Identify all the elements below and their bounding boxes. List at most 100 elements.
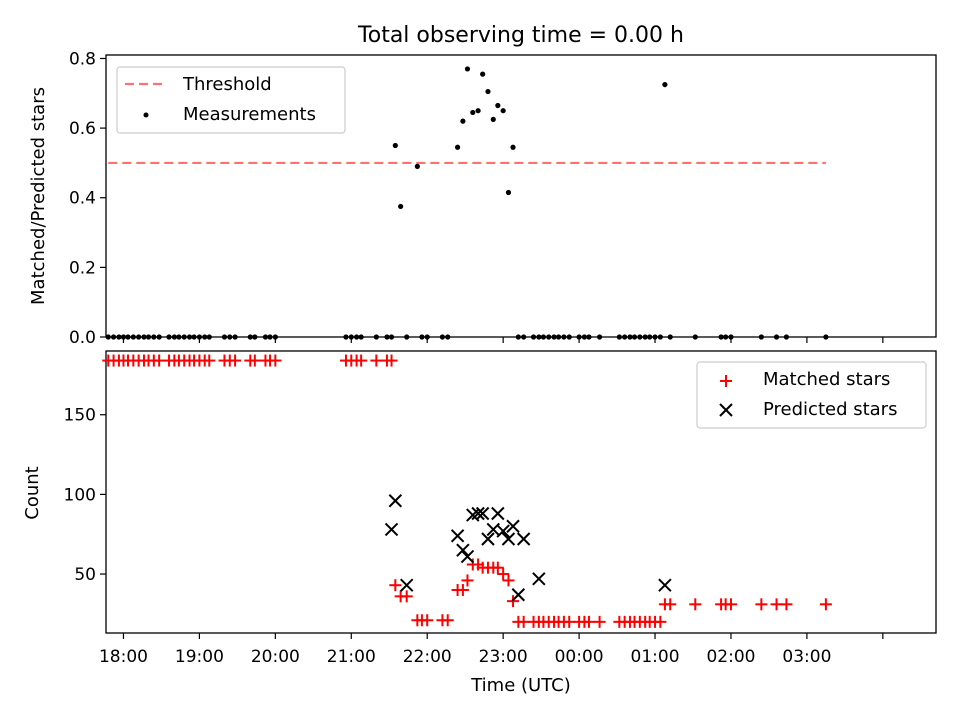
measurement-point — [662, 81, 668, 88]
x-tick-label: 22:00 — [403, 647, 452, 667]
measurement-point — [120, 334, 127, 340]
matched-point — [819, 598, 832, 611]
measurement-point — [206, 334, 212, 340]
measurement-point — [348, 334, 354, 340]
measurement-point — [110, 334, 117, 340]
panel-count: Count 50 100 150 18:00 19:00 20:00 21:00 22:00… — [22, 350, 937, 696]
measurement-point — [358, 334, 364, 340]
x-tick-label: 01:00 — [631, 647, 680, 667]
legend-predicted-label: Predicted stars — [763, 399, 897, 420]
matched-point — [203, 354, 216, 367]
matched-point — [400, 590, 413, 603]
measurement-point — [454, 144, 461, 150]
measurement-point — [136, 334, 142, 340]
panel-count-xticks: 18:00 19:00 20:00 21:00 22:00 23:00 00:00 01:00… — [99, 633, 884, 667]
matched-point — [248, 354, 261, 367]
predicted-point — [658, 578, 672, 592]
matched-point — [502, 574, 515, 587]
measurement-point — [247, 334, 253, 340]
measurement-point — [252, 334, 258, 340]
measurement-point — [388, 334, 395, 340]
measurement-point — [171, 334, 177, 340]
measurement-point — [227, 334, 233, 340]
measurement-point — [156, 334, 162, 340]
y-tick-label: 0.0 — [69, 328, 96, 348]
measurement-point — [566, 334, 572, 340]
legend-threshold-label: Threshold — [182, 74, 272, 95]
legend-measurement-swatch — [143, 112, 149, 118]
measurement-point — [652, 334, 658, 340]
y-tick-label: 50 — [74, 565, 96, 585]
x-tick-label: 23:00 — [479, 647, 528, 667]
panel-ratio-ylabel: Matched/Predicted stars — [28, 87, 49, 305]
measurement-point — [272, 334, 278, 340]
predicted-point — [456, 543, 470, 557]
y-tick-label: 100 — [64, 485, 96, 505]
measurement-point — [773, 334, 780, 340]
measurement-point — [181, 334, 187, 340]
matched-point — [689, 598, 702, 611]
measurement-point — [576, 334, 582, 340]
measurement-point — [384, 334, 390, 340]
measurement-point — [521, 334, 527, 340]
y-tick-label: 0.2 — [69, 258, 96, 278]
measurement-point — [392, 142, 398, 149]
y-tick-label: 150 — [64, 406, 96, 426]
measurement-point — [404, 334, 410, 340]
legend-box — [116, 66, 346, 134]
predicted-point — [475, 506, 490, 521]
y-tick-label: 0.8 — [69, 49, 96, 69]
measurement-point — [723, 334, 729, 340]
measurement-point — [116, 334, 122, 340]
panel-count-yticks: 50 100 150 — [64, 406, 106, 585]
measurement-point — [657, 334, 663, 340]
matched-point — [654, 615, 667, 628]
measurement-point — [667, 334, 673, 340]
predicted-point — [384, 522, 399, 537]
matched-point — [461, 574, 474, 587]
legend-box — [696, 361, 927, 429]
measurement-point — [596, 334, 603, 340]
matched-point — [441, 614, 454, 627]
predicted-point — [491, 506, 505, 521]
matched-point — [389, 579, 402, 592]
measurement-point — [631, 334, 638, 340]
measurement-point — [490, 116, 496, 123]
panel-ratio-legend: Threshold Measurements — [116, 66, 346, 134]
legend-matched-label: Matched stars — [763, 369, 890, 390]
measurement-point — [373, 334, 379, 340]
measurement-point — [500, 108, 506, 114]
predicted-point — [471, 506, 485, 521]
measurement-point — [536, 334, 542, 340]
matched-point — [724, 598, 737, 611]
measurement-point — [105, 334, 111, 340]
predicted-point — [511, 588, 526, 602]
matched-point — [269, 354, 282, 367]
measurement-point — [555, 334, 562, 340]
matched-point — [755, 598, 768, 611]
figure-title: Total observing time = 0.00 h — [357, 23, 684, 48]
matched-point — [497, 568, 510, 581]
measurement-point — [647, 334, 653, 340]
measurement-point — [551, 334, 557, 340]
predicted-point — [506, 519, 520, 533]
x-tick-label: 19:00 — [175, 647, 224, 667]
measurement-point — [424, 334, 430, 340]
measurement-point — [145, 334, 152, 340]
measurement-point — [419, 334, 425, 340]
measurement-point — [262, 334, 269, 340]
matched-point — [229, 354, 242, 367]
measurement-point — [398, 203, 404, 210]
measurement-point — [464, 66, 471, 72]
measurement-point — [196, 334, 203, 340]
predicted-point — [400, 578, 414, 592]
measurement-point — [475, 108, 481, 114]
panel-ratio-frame — [105, 54, 937, 338]
measurement-point — [637, 334, 643, 340]
predicted-point — [450, 529, 465, 543]
predicted-point — [516, 532, 531, 546]
measurement-point — [586, 334, 592, 340]
measurement-point — [151, 334, 157, 340]
predicted-point — [481, 532, 495, 546]
